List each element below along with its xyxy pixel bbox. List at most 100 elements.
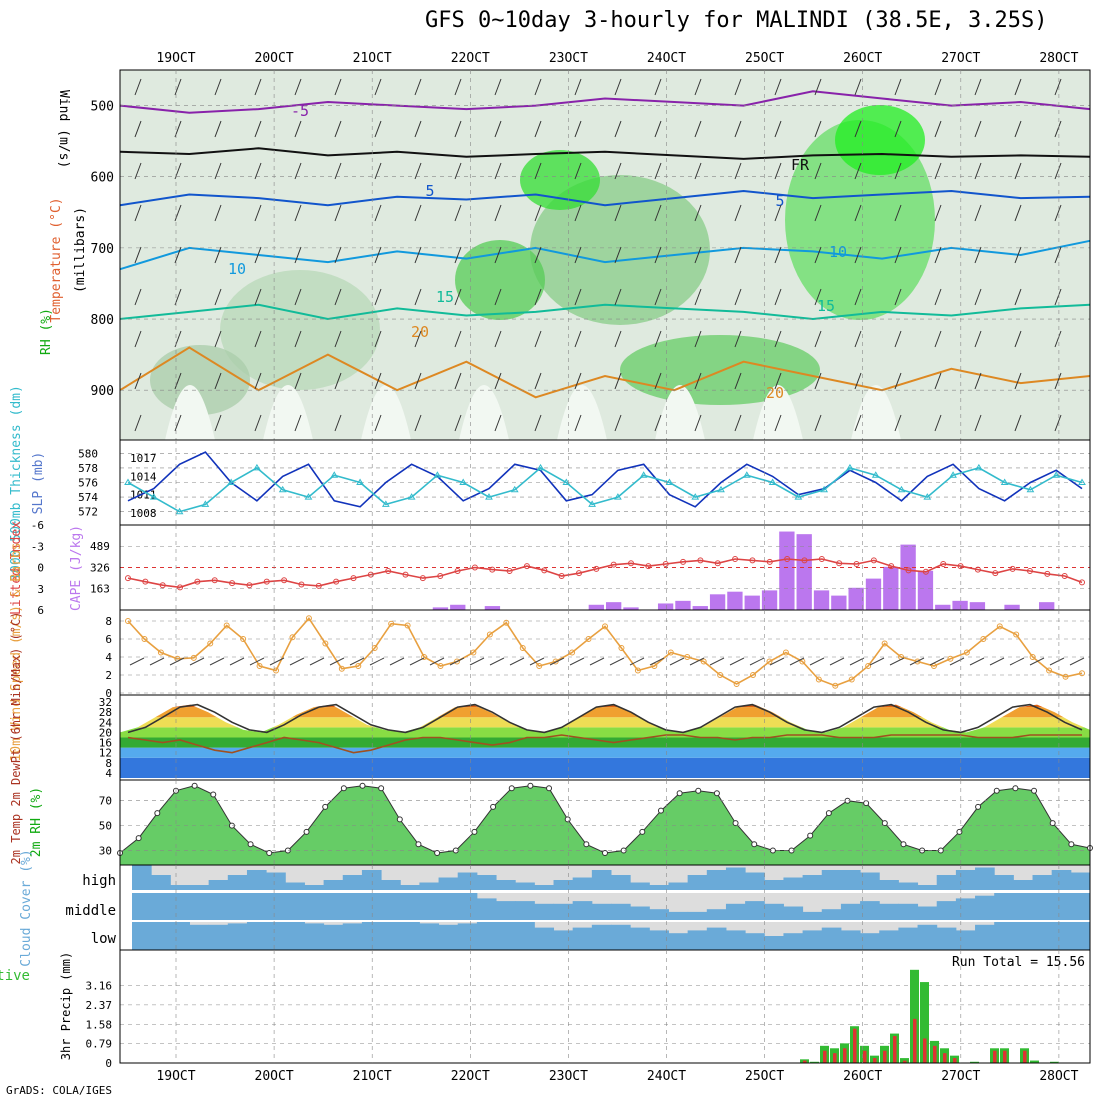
wind-barb <box>449 657 465 666</box>
wind-barb <box>254 204 262 222</box>
wind-speed-line-marker <box>782 649 789 656</box>
wind-barb <box>309 657 325 666</box>
wind-barb <box>294 246 302 264</box>
wind-barb <box>949 657 965 666</box>
wind-barb <box>609 657 625 666</box>
cloud-bar-middle <box>189 893 210 920</box>
x-tick-bottom: 20OCT <box>255 1069 294 1084</box>
wind-barb <box>229 657 245 666</box>
warm-plume <box>263 385 313 440</box>
cloud-bar-middle <box>917 906 938 920</box>
cape-bar <box>450 604 466 610</box>
cloud-bar-middle <box>975 895 995 920</box>
cloud-bar-middle <box>151 893 171 920</box>
cloud-bar-low <box>591 924 612 950</box>
cloud-bar-high <box>745 872 765 890</box>
cloud-bar-low <box>381 922 401 950</box>
cloud-bar-low <box>285 922 305 950</box>
cloud-bar-low <box>553 930 574 950</box>
wind-barb <box>214 78 222 96</box>
cloud-bar-middle <box>725 903 746 920</box>
cape-bar <box>865 578 882 610</box>
wind-barb <box>854 162 862 180</box>
rh-marker <box>751 841 758 848</box>
cloud-bar-high <box>515 882 535 890</box>
wind-barb <box>934 78 942 96</box>
wind-barb <box>134 204 142 222</box>
wind-barb <box>1029 657 1045 666</box>
cape-bar <box>675 600 691 610</box>
wind-barb <box>409 657 425 666</box>
wind-speed-line-marker <box>141 636 148 642</box>
cloud-bar-middle <box>898 903 919 920</box>
wind-barb <box>454 246 462 264</box>
cloud-bar-low <box>400 922 420 950</box>
rh-marker <box>1068 841 1075 848</box>
cloud-bar-low <box>1070 922 1091 950</box>
wind-barb <box>829 657 845 666</box>
wind-barb <box>334 330 342 348</box>
wind-barb <box>294 414 302 432</box>
wind-barb <box>934 330 942 348</box>
wind-speed-line-marker <box>766 658 773 665</box>
cloud-bar-high <box>668 882 689 890</box>
cloud-bar-low <box>189 924 210 950</box>
ylabel-wind10m: 10m Wind Speed (m/s) & Barbs <box>9 542 24 761</box>
wind-barb <box>729 657 745 666</box>
cloud-bar-middle <box>266 893 286 920</box>
cloud-bar-high <box>534 885 555 890</box>
cloud-label-high: high <box>82 873 116 889</box>
y-tick: 500 <box>91 100 114 115</box>
cape-bar <box>935 604 951 610</box>
cloud-bar-low <box>611 924 631 950</box>
temp-band <box>120 757 1090 778</box>
y-tick: 700 <box>91 242 114 257</box>
cape-bar <box>692 606 708 610</box>
x-tick-top: 26OCT <box>843 51 882 66</box>
cloud-bar-middle <box>457 893 478 920</box>
wind-barb <box>694 246 702 264</box>
temp-band <box>120 717 1090 728</box>
wind-speed-line-marker <box>733 681 740 687</box>
cape-bar <box>917 570 934 610</box>
wind-barb <box>1014 120 1022 138</box>
cloud-bar-high <box>1070 872 1091 890</box>
ylabel-rh2m: 2m RH (%) <box>29 787 44 857</box>
cloud-bar-middle <box>687 911 708 920</box>
wind-barb <box>814 162 822 180</box>
wind-barb <box>654 162 662 180</box>
y-tick: 3.16 <box>86 980 113 993</box>
wind-barb <box>214 120 222 138</box>
cloud-bar-low <box>1051 922 1072 950</box>
wind-barb <box>294 288 302 306</box>
cloud-bar-low <box>496 922 516 950</box>
cloud-label-low: low <box>91 931 117 947</box>
y-tick-right: 163 <box>90 583 110 596</box>
wind-barb <box>374 78 382 96</box>
y-tick-left: 576 <box>78 477 98 490</box>
precip-conv-bar <box>863 1050 867 1063</box>
cloud-bar-high <box>706 870 727 890</box>
rh-marker <box>359 782 366 789</box>
cloud-bar-low <box>1013 922 1034 950</box>
wind-barb <box>894 414 902 432</box>
wind-barb <box>429 657 445 666</box>
y-tick-right: 1014 <box>130 470 157 483</box>
cloud-bar-middle <box>1013 893 1034 920</box>
x-tick-bottom: 27OCT <box>941 1069 980 1084</box>
wind-barb <box>589 657 605 666</box>
ylabel-cape: CAPE (J/kg) <box>69 525 84 611</box>
wind-barb <box>894 204 902 222</box>
y-tick-right: 1008 <box>130 507 157 520</box>
wind-barb <box>734 162 742 180</box>
wind-barb <box>769 657 785 666</box>
thickness-line-marker <box>1052 471 1061 478</box>
wind-barb <box>854 78 862 96</box>
wind-barb <box>509 657 525 666</box>
wind-barb <box>374 162 382 180</box>
wind-barb <box>1069 657 1085 666</box>
wind-barb <box>369 657 385 666</box>
wind-barb <box>1054 288 1062 306</box>
x-tick-top: 23OCT <box>549 51 588 66</box>
cape-bar <box>813 590 830 610</box>
